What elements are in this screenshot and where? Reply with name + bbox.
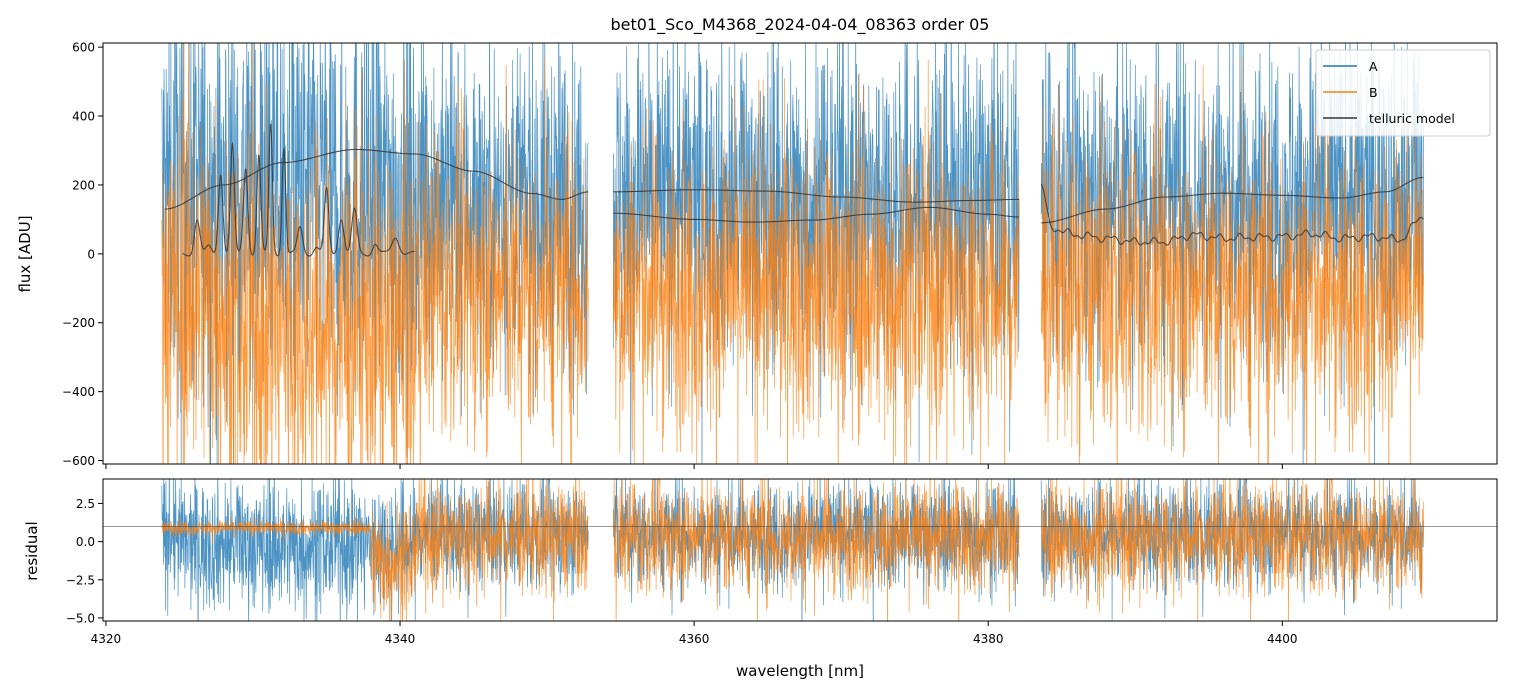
legend-label-telluric: telluric model — [1369, 111, 1455, 126]
flux-y-tick-label: −400 — [62, 385, 95, 399]
telluric-absorption-comb — [182, 123, 415, 257]
flux-y-tick-label: −600 — [62, 454, 95, 468]
telluric-continuum-left — [164, 148, 589, 210]
flux-y-tick-label: 600 — [72, 41, 95, 55]
flux-y-tick-label: −200 — [62, 316, 95, 330]
residual-y-ticks: −5.0 −2.5 0.0 2.5 — [66, 497, 103, 625]
legend-label-a: A — [1369, 59, 1378, 74]
residual-plot-area — [103, 479, 1497, 621]
flux-y-ticks: −600 −400 −200 0 200 400 600 — [62, 41, 103, 468]
telluric-continuum-right — [1041, 176, 1424, 224]
legend-label-b: B — [1369, 85, 1378, 100]
series-b-flux-line — [161, 43, 1424, 464]
x-tick-label: 4400 — [1267, 632, 1298, 646]
telluric-continuum-middle — [613, 189, 1020, 203]
series-b-residual-line — [161, 479, 1424, 621]
telluric-baseline-right — [1040, 183, 1424, 246]
residual-y-tick-label: 2.5 — [76, 497, 95, 511]
x-tick-label: 4380 — [973, 632, 1004, 646]
flux-y-tick-label: 400 — [72, 110, 95, 124]
telluric-continuum-middle-b — [613, 206, 1020, 223]
x-tick-label: 4320 — [91, 632, 122, 646]
flux-x-ticks — [105, 464, 1283, 469]
flux-y-tick-label: 0 — [87, 247, 95, 261]
x-axis-label: wavelength [nm] — [736, 662, 864, 680]
chart-title: bet01_Sco_M4368_2024-04-04_08363 order 0… — [611, 15, 990, 35]
residual-y-label: residual — [23, 521, 41, 580]
legend: A B telluric model — [1315, 49, 1491, 137]
residual-y-tick-label: 0.0 — [76, 535, 95, 549]
residual-x-ticks: 4320 4340 4360 4380 4400 — [91, 621, 1298, 646]
x-tick-label: 4360 — [679, 632, 710, 646]
flux-y-tick-label: 200 — [72, 178, 95, 192]
x-tick-label: 4340 — [385, 632, 416, 646]
residual-y-tick-label: −2.5 — [66, 573, 95, 587]
residual-y-tick-label: −5.0 — [66, 611, 95, 625]
flux-y-label: flux [ADU] — [16, 215, 34, 292]
residual-axes-frame — [102, 478, 1498, 622]
legend-box — [1315, 49, 1491, 137]
flux-plot-area — [161, 43, 1424, 464]
